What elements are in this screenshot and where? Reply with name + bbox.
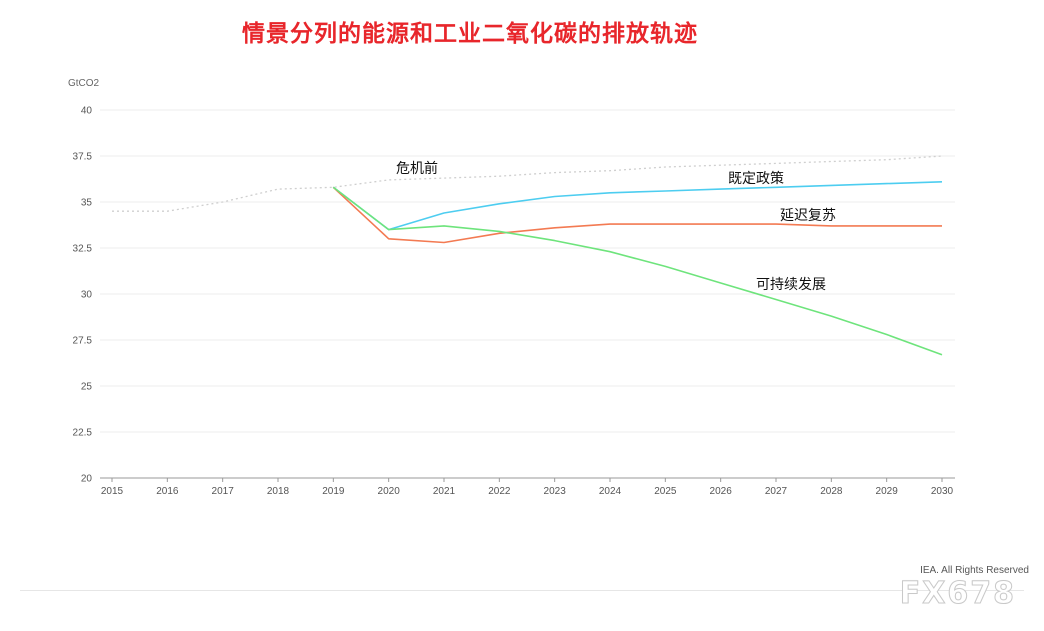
series-label: 延迟复苏 [780, 207, 836, 224]
x-tick-label: 2023 [544, 486, 567, 497]
x-tick-label: 2027 [765, 486, 788, 497]
x-tick-label: 2026 [710, 486, 733, 497]
x-tick-label: 2021 [433, 486, 456, 497]
series-label: 可持续发展 [756, 276, 826, 293]
grid-lines [100, 109, 955, 479]
series-line [332, 186, 942, 244]
y-tick-label: 30 [81, 290, 93, 301]
series-lines [112, 155, 943, 356]
y-tick-label: 25 [81, 382, 93, 393]
series-label: 既定政策 [728, 170, 784, 187]
watermark-logo: FX678 [899, 576, 1016, 612]
y-tick-label: 20 [81, 474, 93, 485]
y-tick-label: 35 [81, 198, 93, 209]
copyright-notice: IEA. All Rights Reserved [920, 565, 1029, 576]
x-tick-label: 2019 [322, 486, 345, 497]
x-tick-label: 2022 [488, 486, 511, 497]
y-tick-label: 40 [81, 106, 93, 117]
footer-divider [20, 590, 1024, 591]
y-tick-label: 22.5 [73, 428, 93, 439]
x-tick-label: 2017 [212, 486, 235, 497]
x-tick-label: 2030 [931, 486, 954, 497]
x-tick-label: 2020 [378, 486, 401, 497]
chart-title: 情景分列的能源和工业二氧化碳的排放轨迹 [242, 21, 698, 47]
y-tick-label: 27.5 [73, 336, 93, 347]
series-line [112, 155, 943, 212]
y-tick-label: 37.5 [73, 152, 93, 163]
x-axis-ticks: 2015 2016 2017 2018 2019 2020 2021 2022 2023 2024… [101, 478, 954, 497]
series-line [332, 181, 943, 231]
x-tick-label: 2029 [876, 486, 899, 497]
series-line [332, 186, 943, 356]
x-tick-label: 2028 [820, 486, 843, 497]
series-label: 危机前 [396, 160, 438, 177]
x-tick-label: 2018 [267, 486, 290, 497]
x-tick-label: 2015 [101, 486, 124, 497]
x-tick-label: 2024 [599, 486, 622, 497]
x-tick-label: 2016 [156, 486, 179, 497]
y-axis-unit: GtCO2 [68, 78, 100, 89]
x-tick-label: 2025 [654, 486, 677, 497]
y-axis-ticks: 20 22.5 25 27.5 30 32.5 35 37.5 40 [73, 106, 93, 485]
y-tick-label: 32.5 [73, 244, 93, 255]
